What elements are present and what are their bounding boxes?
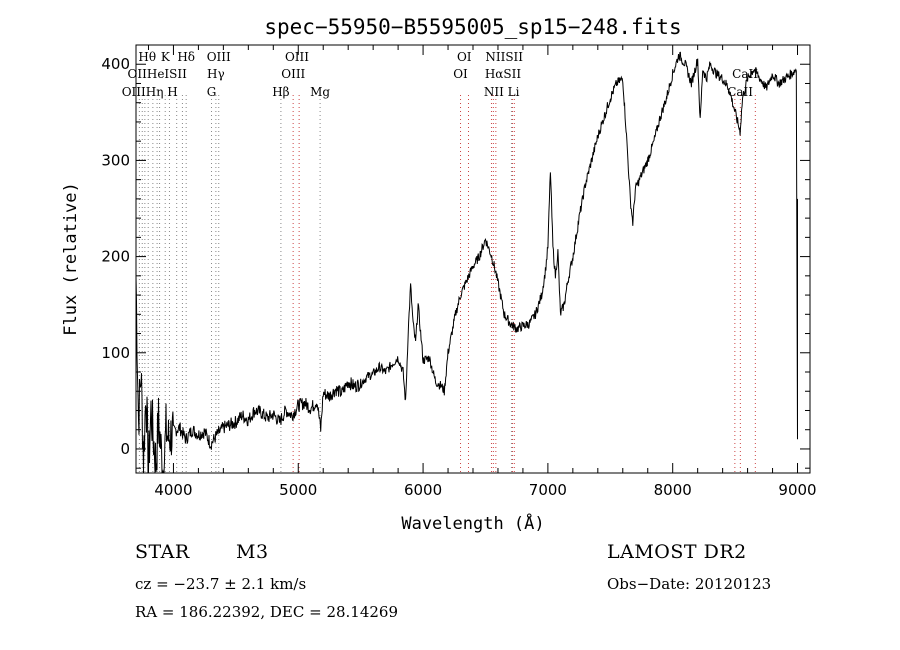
spectral-line-markers (138, 95, 756, 473)
y-tick-label: 400 (101, 55, 130, 73)
x-tick-label: 7000 (529, 481, 567, 499)
line-annotation: OI (453, 67, 468, 81)
x-tick-label: 6000 (404, 481, 442, 499)
survey-name: LAMOST DR2 (607, 541, 747, 563)
x-tick-label: 9000 (778, 481, 816, 499)
plot-frame (135, 44, 811, 474)
flux-series-line (135, 51, 798, 474)
y-tick-label: 200 (101, 248, 130, 266)
line-annotation: NIISII (485, 50, 523, 64)
line-annotation: OIII (285, 50, 309, 64)
chart-title: spec−55950−B5595005_sp15−248.fits (264, 15, 681, 39)
line-annotation: CaII (732, 67, 758, 81)
x-tick-label: 5000 (279, 481, 317, 499)
object-type: STAR (135, 541, 190, 563)
line-annotation: Hγ (207, 67, 225, 81)
y-tick-label: 100 (101, 344, 130, 362)
obs-date: Obs−Date: 20120123 (607, 575, 772, 593)
line-annotation: Hβ (272, 85, 289, 99)
line-annotation: HαSII (485, 67, 522, 81)
y-axis-label: Flux (relative) (61, 182, 81, 336)
line-annotation: Mg (310, 85, 330, 99)
object-subclass: M3 (236, 541, 269, 563)
x-tick-label: 4000 (154, 481, 192, 499)
x-tick-label: 8000 (654, 481, 692, 499)
line-annotation: K (161, 50, 171, 64)
axis-ticks: 4000 5000 6000 7000 8000 9000 0 100 200 300 400 (101, 44, 817, 499)
line-annotation: OI (457, 50, 472, 64)
line-annotation: G (207, 85, 217, 99)
line-annotation: Hθ (138, 50, 156, 64)
line-annotation: NII Li (484, 85, 520, 99)
line-annotation: OIIHeISII (128, 67, 188, 81)
line-annotation: OIII (207, 50, 231, 64)
y-tick-label: 300 (101, 151, 130, 169)
line-annotation: OIIIHη H (122, 85, 178, 99)
line-annotation: OIII (281, 67, 305, 81)
x-axis-label: Wavelength (Å) (401, 512, 544, 534)
line-annotations: Hθ K Hδ OIII OIII OI NIISII OIIHeISII Hγ OIII OI Hα… (122, 50, 759, 99)
y-tick-label: 0 (120, 440, 130, 458)
redshift-value: cz = −23.7 ± 2.1 km/s (135, 575, 307, 593)
coordinates: RA = 186.22392, DEC = 28.14269 (135, 603, 399, 621)
line-annotation: CaII (727, 85, 753, 99)
line-annotation: Hδ (177, 50, 195, 64)
